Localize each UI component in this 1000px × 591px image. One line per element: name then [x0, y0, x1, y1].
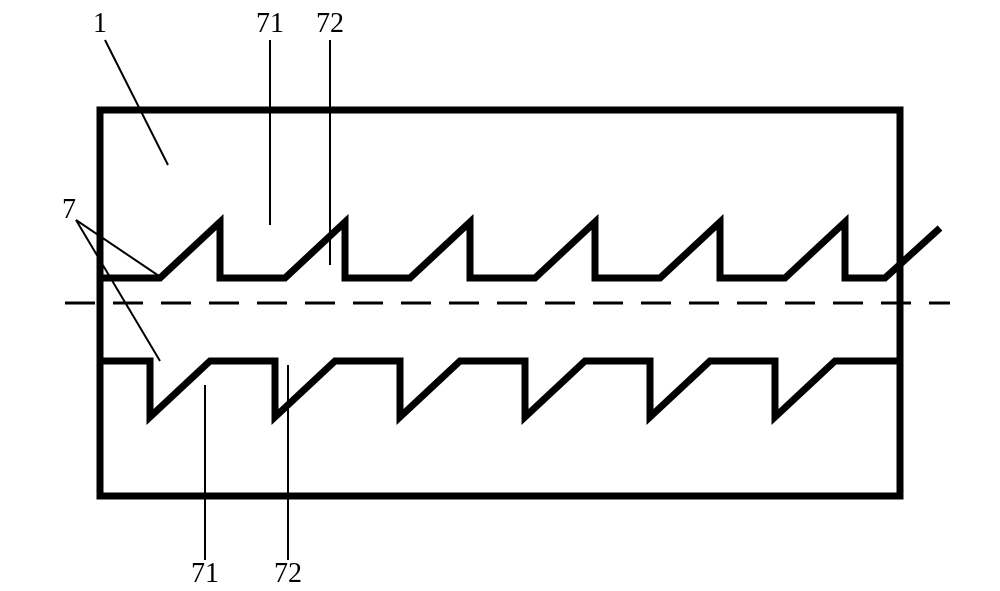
label-label_72_bot: 72 [274, 558, 302, 589]
label-label_72_top: 72 [316, 8, 344, 39]
leader-l7a [76, 220, 162, 278]
leader-l7b [76, 220, 160, 361]
leader-l1 [105, 40, 168, 165]
label-label_71_top: 71 [256, 8, 284, 39]
label-label_1: 1 [93, 8, 107, 39]
bottom-sawtooth [100, 361, 900, 417]
label-label_71_bot: 71 [191, 558, 219, 589]
top-sawtooth [100, 222, 940, 278]
label-label_7: 7 [62, 194, 76, 225]
